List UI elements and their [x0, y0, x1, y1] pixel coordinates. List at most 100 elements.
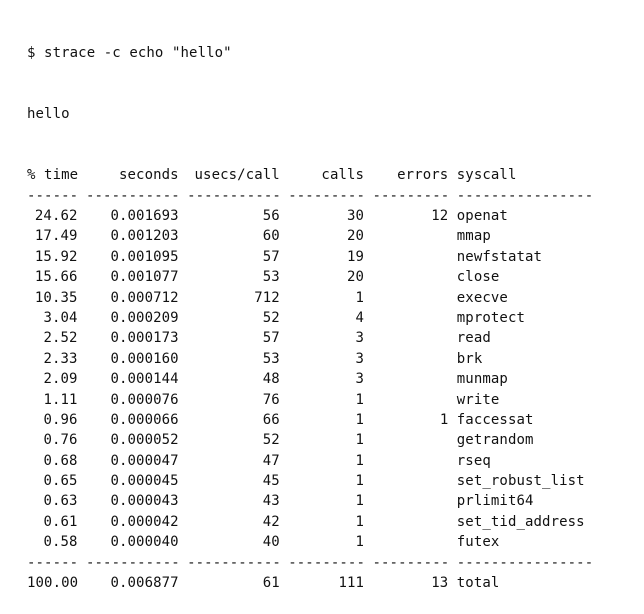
cell-syscall: total	[456, 575, 500, 592]
cell-seconds: 0.000144	[110, 371, 179, 388]
table-separator: ------ ----------- ----------- --------- ---…	[27, 553, 593, 573]
cell-syscall: mmap	[456, 228, 491, 245]
cell-usecs-per-call: 42	[262, 513, 280, 530]
cell-time: 0.65	[43, 473, 78, 490]
cell-usecs-per-call: 40	[262, 534, 280, 551]
cell-calls: 1	[355, 289, 365, 306]
cell-time: 0.63	[43, 493, 78, 510]
table-row: 24.62 0.001693 56 30 12 openat	[27, 206, 593, 226]
table-row: 0.58 0.000040 40 1 futex	[27, 532, 593, 552]
cell-syscall: execve	[456, 289, 508, 306]
cell-syscall: faccessat	[456, 411, 534, 428]
cell-calls: 4	[355, 309, 365, 326]
cell-syscall: prlimit64	[456, 493, 534, 510]
cell-time: 24.62	[34, 208, 78, 224]
cell-usecs-per-call: -----------	[187, 187, 281, 204]
cell-calls: 3	[355, 330, 365, 347]
cell-time: 2.09	[43, 371, 78, 388]
cell-calls: 1	[355, 452, 365, 469]
cell-syscall: munmap	[456, 371, 508, 388]
cell-time: % time	[27, 167, 79, 184]
cell-errors: errors	[397, 167, 449, 184]
cell-syscall: ----------------	[456, 554, 594, 571]
cell-calls: ---------	[288, 554, 365, 571]
cell-errors: ---------	[372, 187, 450, 204]
cell-syscall: brk	[456, 350, 483, 367]
table-row: 0.61 0.000042 42 1 set_tid_address	[27, 512, 593, 532]
cell-syscall: rseq	[456, 452, 491, 469]
cell-usecs-per-call: 53	[262, 269, 280, 286]
cell-calls: 1	[355, 493, 365, 510]
cell-seconds: 0.001203	[110, 228, 179, 245]
cell-usecs-per-call: 53	[262, 350, 280, 367]
cell-usecs-per-call: 66	[262, 411, 280, 428]
cell-usecs-per-call: usecs/call	[194, 167, 280, 184]
table-row: 0.63 0.000043 43 1 prlimit64	[27, 491, 593, 511]
cell-usecs-per-call: 56	[262, 208, 280, 224]
cell-usecs-per-call: 57	[262, 330, 280, 347]
cell-syscall: write	[456, 391, 500, 408]
cell-syscall: mprotect	[456, 309, 525, 326]
cell-time: 0.96	[43, 411, 78, 428]
table-row: 0.76 0.000052 52 1 getrandom	[27, 430, 593, 450]
cell-seconds: seconds	[118, 167, 179, 184]
cell-errors: 12	[431, 208, 449, 224]
cell-seconds: -----------	[85, 187, 180, 204]
cell-syscall: set_tid_address	[456, 513, 585, 530]
cell-seconds: 0.000047	[110, 452, 179, 469]
cell-time: 3.04	[43, 309, 78, 326]
cell-seconds: 0.001095	[110, 248, 179, 265]
table-separator: ------ ----------- ----------- --------- ---…	[27, 186, 593, 206]
cell-errors: 13	[431, 575, 449, 592]
cell-calls: 30	[347, 208, 365, 224]
cell-usecs-per-call: 48	[262, 371, 280, 388]
cell-syscall: read	[456, 330, 491, 347]
cell-seconds: 0.006877	[110, 575, 179, 592]
cell-calls: 1	[355, 432, 365, 449]
cell-errors: 1	[439, 411, 449, 428]
cell-time: 0.68	[43, 452, 78, 469]
cell-seconds: 0.000712	[110, 289, 179, 306]
cell-calls: 20	[347, 269, 365, 286]
cell-time: 15.66	[34, 269, 78, 286]
cell-syscall: getrandom	[456, 432, 534, 449]
cell-seconds: 0.000209	[110, 309, 179, 326]
cell-time: 0.61	[43, 513, 78, 530]
cell-time: 2.52	[43, 330, 78, 347]
cell-syscall: syscall	[456, 167, 517, 184]
table-row: 0.65 0.000045 45 1 set_robust_list	[27, 471, 593, 491]
cell-calls: 1	[355, 513, 365, 530]
cell-usecs-per-call: 76	[262, 391, 280, 408]
cell-usecs-per-call: 47	[262, 452, 280, 469]
table-row: 10.35 0.000712 712 1 execve	[27, 288, 593, 308]
cell-seconds: 0.000042	[110, 513, 179, 530]
cell-usecs-per-call: 60	[262, 228, 280, 245]
cell-seconds: 0.000066	[110, 411, 179, 428]
cell-calls: 19	[347, 248, 365, 265]
cell-syscall: newfstatat	[456, 248, 543, 265]
cell-syscall: close	[456, 269, 500, 286]
cell-calls: 1	[355, 391, 365, 408]
table-total-row: 100.00 0.006877 61 111 13 total	[27, 573, 593, 593]
cell-usecs-per-call: -----------	[187, 554, 281, 571]
cell-seconds: 0.001077	[110, 269, 179, 286]
cell-time: ------	[27, 187, 79, 204]
cell-errors: ---------	[372, 554, 450, 571]
table-row: 2.09 0.000144 48 3 munmap	[27, 369, 593, 389]
cell-usecs-per-call: 61	[262, 575, 280, 592]
table-row: 1.11 0.000076 76 1 write	[27, 390, 593, 410]
command-output: hello	[27, 106, 70, 123]
cell-seconds: 0.000043	[110, 493, 179, 510]
cell-syscall: set_robust_list	[456, 473, 585, 490]
cell-seconds: 0.000173	[110, 330, 179, 347]
cell-time: 1.11	[43, 391, 78, 408]
cell-calls: ---------	[288, 187, 365, 204]
cell-syscall: openat	[456, 208, 508, 224]
cell-usecs-per-call: 52	[262, 432, 280, 449]
cell-seconds: -----------	[85, 554, 180, 571]
cell-calls: 3	[355, 371, 365, 388]
cell-time: 0.76	[43, 432, 78, 449]
cell-calls: 1	[355, 411, 365, 428]
table-row: 0.68 0.000047 47 1 rseq	[27, 451, 593, 471]
cell-usecs-per-call: 57	[262, 248, 280, 265]
